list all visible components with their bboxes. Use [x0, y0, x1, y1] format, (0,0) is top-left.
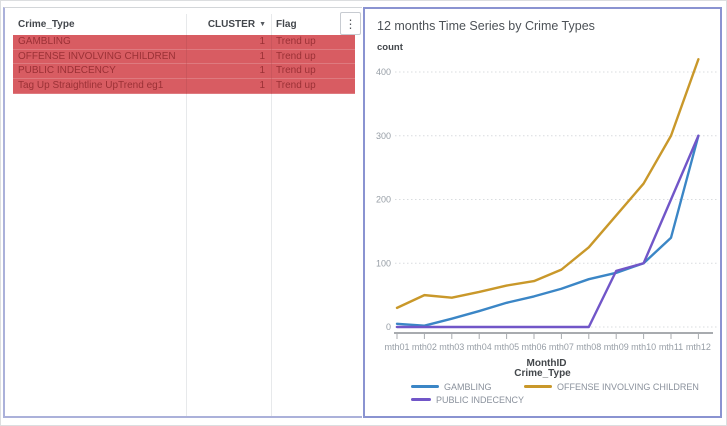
- cell-flag: Trend up: [271, 35, 355, 50]
- svg-text:mth12: mth12: [686, 342, 711, 352]
- legend-item-offense-involving-children[interactable]: OFFENSE INVOLVING CHILDREN: [524, 381, 699, 392]
- svg-text:mth09: mth09: [604, 342, 629, 352]
- series-line-offense-involving-children[interactable]: [395, 58, 700, 310]
- svg-text:mth11: mth11: [659, 342, 683, 352]
- series-line-gambling[interactable]: [395, 134, 700, 327]
- svg-text:0: 0: [386, 322, 391, 332]
- table-header: Crime_Type CLUSTER ▼ Flag: [5, 15, 362, 35]
- cell-cluster: 1: [186, 64, 271, 80]
- column-header-cluster[interactable]: CLUSTER ▼: [186, 15, 271, 35]
- chart-title: 12 months Time Series by Crime Types: [377, 19, 595, 33]
- x-axis-title: MonthID: [526, 358, 567, 369]
- legend-label: PUBLIC INDECENCY: [435, 394, 524, 405]
- cell-cluster: 1: [186, 49, 271, 65]
- svg-text:mth07: mth07: [549, 342, 574, 352]
- svg-text:mth02: mth02: [412, 342, 437, 352]
- table-row[interactable]: GAMBLING 1 Trend up: [13, 35, 355, 50]
- legend-label: GAMBLING: [444, 381, 492, 392]
- column-divider: [186, 14, 187, 416]
- y-axis-title: count: [377, 42, 403, 53]
- chart-legend: GAMBLING OFFENSE INVOLVING CHILDREN PUBLIC…: [411, 381, 699, 405]
- table-menu-button[interactable]: ⋮: [340, 12, 361, 35]
- legend-label: OFFENSE INVOLVING CHILDREN: [557, 381, 699, 392]
- svg-text:mth05: mth05: [494, 342, 519, 352]
- svg-text:mth10: mth10: [631, 342, 656, 352]
- svg-text:400: 400: [376, 67, 391, 77]
- series-line-public-indecency[interactable]: [395, 134, 700, 329]
- svg-text:mth06: mth06: [521, 342, 546, 352]
- column-header-crime-type[interactable]: Crime_Type: [18, 19, 75, 30]
- legend-line-swatch: [411, 385, 439, 388]
- column-header-flag[interactable]: Flag: [276, 19, 297, 30]
- legend-line-swatch: [524, 385, 552, 388]
- svg-text:100: 100: [376, 258, 391, 268]
- table-row[interactable]: OFFENSE INVOLVING CHILDREN 1 Trend up: [13, 49, 355, 65]
- cell-crime-type: OFFENSE INVOLVING CHILDREN: [13, 49, 186, 65]
- legend-line-swatch: [411, 398, 431, 401]
- cell-flag: Trend up: [271, 79, 355, 94]
- legend-title: Crime_Type: [514, 368, 571, 379]
- svg-text:300: 300: [376, 131, 391, 141]
- svg-text:mth04: mth04: [467, 342, 492, 352]
- table-row[interactable]: Tag Up Straightline UpTrend eg1 1 Trend up: [13, 79, 355, 94]
- svg-text:mth01: mth01: [384, 342, 409, 352]
- table-row[interactable]: PUBLIC INDECENCY 1 Trend up: [13, 64, 355, 80]
- cell-crime-type: Tag Up Straightline UpTrend eg1: [13, 79, 186, 94]
- svg-text:mth08: mth08: [576, 342, 601, 352]
- column-divider: [271, 14, 272, 416]
- crime-table-panel[interactable]: Crime_Type CLUSTER ▼ Flag GAMBLING 1 Trend …: [3, 7, 362, 418]
- column-header-cluster-label: CLUSTER: [207, 19, 256, 30]
- legend-item-public-indecency[interactable]: PUBLIC INDECENCY: [411, 394, 524, 405]
- cell-flag: Trend up: [271, 49, 355, 65]
- legend-item-gambling[interactable]: GAMBLING: [411, 381, 524, 392]
- cell-cluster: 1: [186, 79, 271, 94]
- svg-text:200: 200: [376, 195, 391, 205]
- svg-text:mth03: mth03: [439, 342, 464, 352]
- time-series-chart-panel[interactable]: 12 months Time Series by Crime Types cou…: [363, 7, 722, 418]
- cell-crime-type: PUBLIC INDECENCY: [13, 64, 186, 80]
- kebab-icon: ⋮: [344, 16, 357, 31]
- sort-desc-icon: ▼: [259, 21, 266, 28]
- cell-flag: Trend up: [271, 64, 355, 80]
- cell-cluster: 1: [186, 35, 271, 50]
- table-body: GAMBLING 1 Trend up OFFENSE INVOLVING CHILD…: [13, 35, 355, 94]
- cell-crime-type: GAMBLING: [13, 35, 186, 50]
